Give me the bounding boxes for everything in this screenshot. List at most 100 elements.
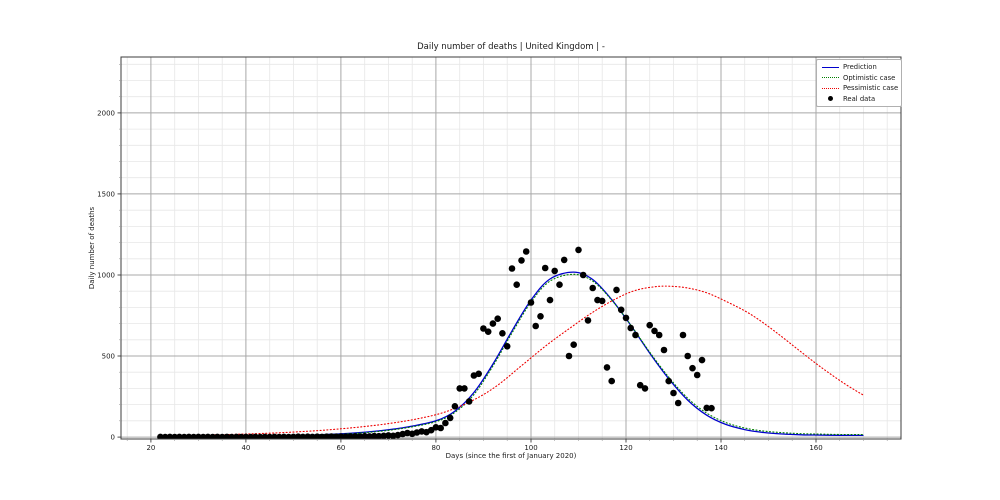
axis-tick-marks <box>117 64 888 443</box>
legend-label: Real data <box>843 94 876 103</box>
real-data-point <box>646 321 653 329</box>
real-data-point <box>565 352 573 360</box>
real-data-point <box>556 281 563 289</box>
x-tick-label: 140 <box>714 444 727 452</box>
real-data-point <box>617 306 625 314</box>
real-data-point <box>698 356 706 364</box>
real-data-points <box>157 246 715 439</box>
y-tick-label: 0 <box>111 434 115 442</box>
real-data-point <box>598 297 606 305</box>
real-data-point <box>651 327 658 335</box>
legend-item-optimistic-case: Optimistic case <box>822 74 897 82</box>
real-data-point <box>665 377 672 385</box>
chart-title: Daily number of deaths | United Kingdom … <box>417 42 605 52</box>
real-data-point <box>437 424 445 432</box>
real-data-point <box>546 296 554 304</box>
y-axis-label: Daily number of deaths <box>88 206 96 289</box>
real-data-point <box>461 385 468 392</box>
y-tick-label: 1000 <box>97 271 115 279</box>
real-data-point <box>356 433 364 439</box>
real-data-point <box>513 281 520 289</box>
real-data-point <box>518 257 525 264</box>
legend: Prediction Optimistic case Pessimistic cas… <box>816 59 902 107</box>
real-data-point <box>579 271 587 279</box>
real-data-point <box>641 385 649 392</box>
real-data-point <box>484 328 492 336</box>
real-data-point <box>655 331 663 339</box>
real-data-point <box>608 377 615 385</box>
real-data-point <box>347 433 354 439</box>
real-data-point <box>560 256 568 264</box>
real-data-point <box>541 264 549 272</box>
minor-gridlines <box>121 57 901 439</box>
real-data-point <box>499 330 506 337</box>
x-tick-label: 120 <box>619 444 632 452</box>
plot-border <box>120 56 902 440</box>
real-data-point <box>551 267 558 275</box>
y-tick-label: 2000 <box>97 109 115 117</box>
real-data-marker-swatch <box>822 96 839 101</box>
real-data-point <box>636 381 644 389</box>
real-data-point <box>442 419 449 427</box>
legend-item-real-data: Real data <box>822 95 897 103</box>
x-tick-label: 80 <box>431 444 440 452</box>
x-tick-label: 40 <box>241 444 250 452</box>
x-tick-label: 160 <box>809 444 822 452</box>
real-data-point <box>385 432 392 439</box>
series-curves <box>159 271 865 438</box>
real-data-point <box>494 315 502 323</box>
real-data-point <box>456 385 464 392</box>
real-data-point <box>480 325 487 332</box>
real-data-point <box>603 364 611 371</box>
real-data-point <box>366 433 373 439</box>
real-data-point <box>570 341 577 349</box>
real-data-point <box>575 246 582 254</box>
real-data-point <box>451 403 459 410</box>
real-data-point <box>674 399 682 407</box>
major-gridlines <box>121 57 901 439</box>
real-data-point <box>503 343 511 350</box>
real-data-point <box>527 299 535 306</box>
x-axis-label: Days (since the first of January 2020) <box>446 452 577 460</box>
y-tick-label: 1500 <box>97 190 115 198</box>
real-data-point <box>689 364 696 372</box>
real-data-point <box>613 286 620 294</box>
x-tick-label: 100 <box>524 444 537 452</box>
real-data-point <box>670 389 677 397</box>
prediction-line <box>160 271 864 438</box>
real-data-point <box>622 314 630 322</box>
x-tick-label: 20 <box>146 444 155 452</box>
real-data-point <box>532 322 539 330</box>
real-data-point <box>693 371 701 379</box>
real-data-point <box>489 320 497 327</box>
real-data-point <box>589 284 596 292</box>
real-data-point <box>703 404 710 412</box>
real-data-point <box>380 432 387 439</box>
pessimistic-case-line <box>159 285 865 437</box>
real-data-point <box>508 265 516 272</box>
prediction-line-swatch <box>822 66 839 68</box>
y-tick-label: 500 <box>102 352 115 360</box>
real-data-point <box>660 346 668 354</box>
real-data-point <box>632 331 639 339</box>
real-data-point <box>708 404 715 412</box>
real-data-point <box>584 317 592 324</box>
real-data-point <box>627 324 634 332</box>
real-data-point <box>679 331 687 339</box>
real-data-point <box>684 352 691 360</box>
x-tick-label: 60 <box>336 444 345 452</box>
real-data-point <box>522 248 530 255</box>
legend-label: Prediction <box>843 63 877 71</box>
legend-item-pessimistic-case: Pessimistic case <box>822 84 899 92</box>
real-data-point <box>537 313 544 320</box>
legend-item-prediction: Prediction <box>822 63 897 71</box>
real-data-point <box>475 370 483 378</box>
optimistic-case-line-swatch <box>822 77 839 78</box>
real-data-point <box>465 398 473 405</box>
real-data-point <box>446 414 454 422</box>
axis-tick-labels: 20 40 60 80 100 120 140 160 0 500 1000 1500 2000 <box>97 109 823 452</box>
legend-label: Pessimistic case <box>843 84 899 92</box>
legend-label: Optimistic case <box>843 73 896 82</box>
